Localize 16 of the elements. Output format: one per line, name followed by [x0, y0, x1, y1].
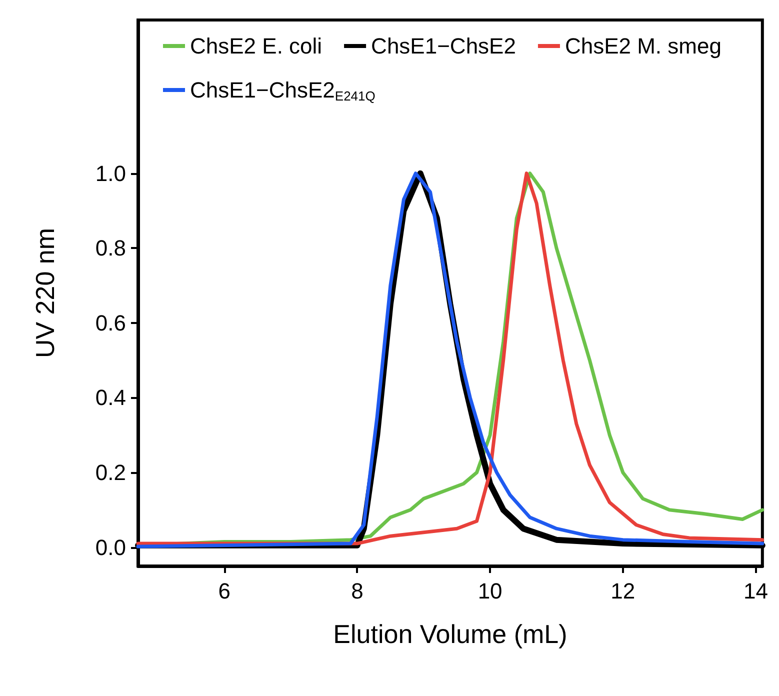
y-tick-label: 0.8	[95, 236, 126, 261]
y-tick-label: 0.6	[95, 310, 126, 336]
y-tick-label: 0.0	[95, 534, 126, 560]
y-tick-label: 0.2	[95, 460, 126, 486]
x-tick-label: 10	[478, 578, 502, 604]
legend-label: ChsE1−ChsE2	[371, 34, 516, 58]
x-tick-label: 8	[351, 578, 364, 604]
y-tick-label: 1.0	[95, 160, 126, 186]
y-axis-title: UV 220 nm	[30, 228, 60, 358]
y-tick-label: 0.4	[95, 385, 126, 410]
x-axis-title: Elution Volume (mL)	[333, 619, 568, 649]
x-tick-label: 6	[218, 578, 230, 604]
legend-label: ChsE2 M. smeg	[564, 34, 722, 58]
x-tick-label: 12	[610, 578, 636, 604]
x-tick-label: 14	[744, 578, 768, 604]
legend-label: ChsE2 E. coli	[190, 34, 322, 58]
